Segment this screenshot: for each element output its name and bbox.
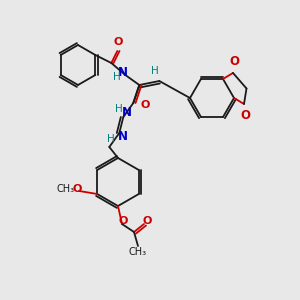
Text: O: O	[118, 216, 128, 226]
Text: H: H	[116, 104, 123, 114]
Text: CH₃: CH₃	[56, 184, 74, 194]
Text: N: N	[118, 65, 128, 79]
Text: N: N	[118, 130, 128, 143]
Text: O: O	[114, 37, 123, 47]
Text: O: O	[229, 55, 239, 68]
Text: H: H	[113, 72, 121, 82]
Text: O: O	[73, 184, 82, 194]
Text: CH₃: CH₃	[129, 247, 147, 257]
Text: O: O	[142, 216, 152, 226]
Text: O: O	[240, 109, 250, 122]
Text: H: H	[152, 66, 159, 76]
Text: N: N	[122, 106, 132, 119]
Text: O: O	[141, 100, 150, 110]
Text: H: H	[107, 134, 115, 144]
